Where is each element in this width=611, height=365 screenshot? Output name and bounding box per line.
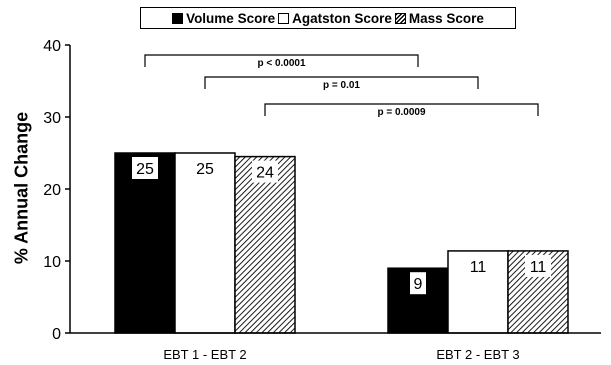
data-label: 11 <box>470 259 487 276</box>
x-tick-label: EBT 1 - EBT 2 <box>163 347 246 362</box>
data-label-background <box>132 157 158 179</box>
data-label-background <box>192 157 218 179</box>
legend-swatch-volume <box>172 12 184 24</box>
legend: Volume Score Agatston Score Mass Score <box>140 7 516 29</box>
data-label: 25 <box>196 161 214 178</box>
y-tick-label: 30 <box>43 110 61 127</box>
legend-label-mass: Mass Score <box>408 10 484 26</box>
data-label-background <box>465 254 491 277</box>
significance-label: p = 0.0009 <box>377 107 426 118</box>
data-label: 24 <box>256 165 274 182</box>
data-label: 11 <box>530 259 547 276</box>
significance-bracket <box>264 103 539 116</box>
significance-bracket <box>204 76 479 89</box>
data-label-background <box>252 160 278 183</box>
significance-label: p = 0.01 <box>323 80 360 91</box>
bar <box>114 152 176 334</box>
legend-entry-mass: Mass Score <box>394 10 484 26</box>
y-tick-label: 0 <box>52 326 61 343</box>
y-tick-label: 10 <box>43 254 61 271</box>
data-label-background <box>525 254 551 277</box>
bar <box>234 155 296 334</box>
x-tick-label: EBT 2 - EBT 3 <box>436 347 519 362</box>
significance-label: p < 0.0001 <box>257 58 306 69</box>
data-label-background <box>410 272 426 295</box>
legend-swatch-agatston <box>278 12 290 24</box>
legend-entry-agatston: Agatston Score <box>278 11 392 26</box>
data-label: 25 <box>136 161 154 178</box>
y-tick-label: 40 <box>43 38 61 55</box>
legend-entry-volume: Volume Score <box>172 11 275 26</box>
bar <box>174 152 236 334</box>
legend-label-agatston: Agatston Score <box>292 10 392 26</box>
legend-swatch-mass <box>394 12 406 24</box>
y-tick-label: 20 <box>43 182 61 199</box>
significance-bracket <box>144 54 419 67</box>
legend-label-volume: Volume Score <box>186 10 276 26</box>
data-label: 9 <box>414 276 423 293</box>
